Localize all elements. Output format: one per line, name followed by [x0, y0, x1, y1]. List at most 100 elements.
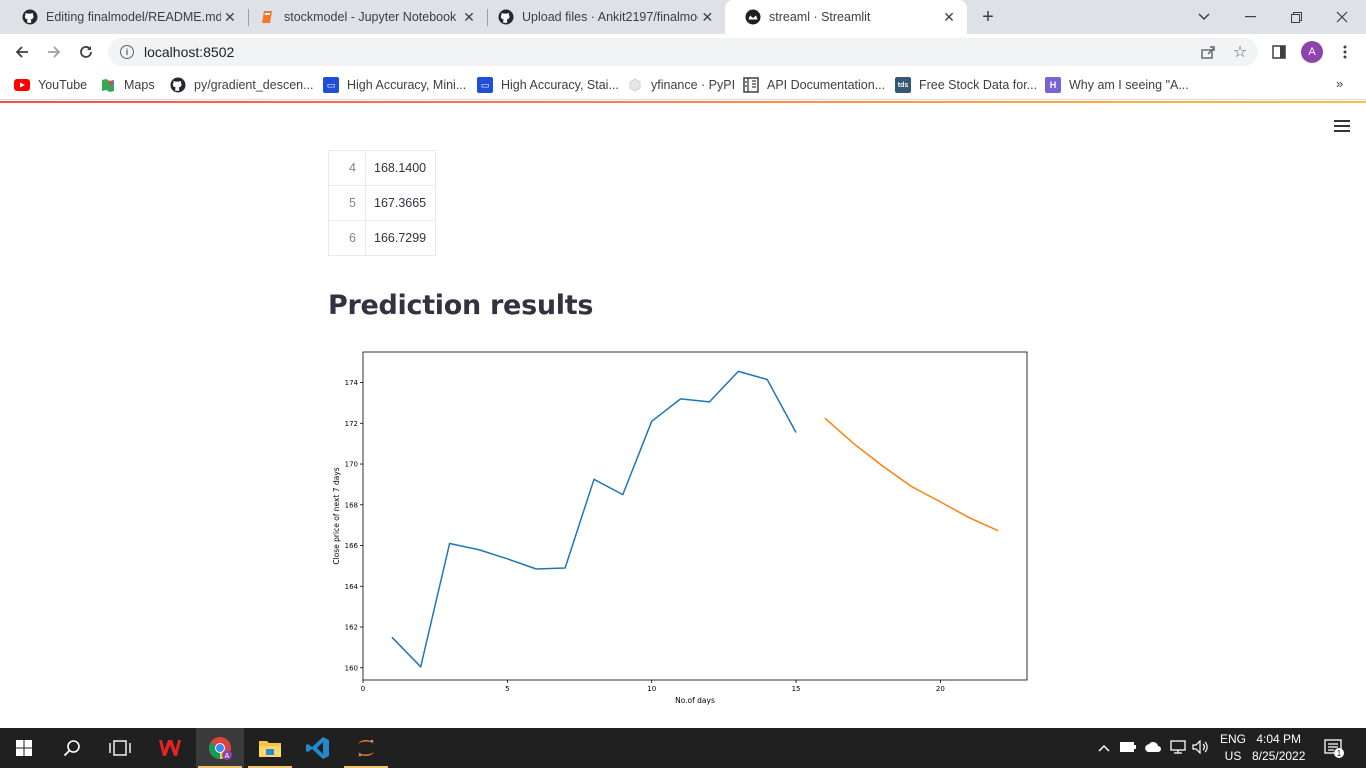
tab-separator [248, 9, 249, 26]
tds-icon: tds [895, 77, 911, 93]
task-view-icon[interactable] [96, 728, 144, 768]
bookmark-high-accuracy-2[interactable]: ▭ High Accuracy, Stai... [477, 76, 619, 94]
search-icon[interactable] [48, 728, 96, 768]
tab-streamlit[interactable]: streaml · Streamlit ✕ [725, 0, 967, 34]
tab-search-button[interactable] [1181, 0, 1227, 34]
series-line [824, 417, 999, 532]
share-icon[interactable] [1194, 38, 1222, 66]
svg-text:A: A [225, 753, 230, 760]
forward-arrow-icon[interactable] [40, 38, 68, 66]
bookmark-high-accuracy-1[interactable]: ▭ High Accuracy, Mini... [323, 76, 466, 94]
jupyter-icon[interactable] [342, 728, 390, 768]
close-icon[interactable]: ✕ [943, 8, 955, 25]
github-icon [498, 9, 514, 25]
address-bar[interactable]: i localhost:8502 [108, 38, 1258, 66]
bookmark-label: py/gradient_descen... [194, 78, 314, 92]
y-tick-label: 164 [345, 583, 359, 591]
notification-center-icon[interactable]: 1 [1318, 728, 1350, 768]
bookmark-yfinance[interactable]: yfinance · PyPI [627, 76, 735, 94]
bookmark-label: Why am I seeing "A... [1069, 78, 1189, 92]
lang-code: ENG [1220, 732, 1247, 746]
bookmark-youtube[interactable]: YouTube [14, 76, 87, 94]
y-axis-label: Close price of next 7 days [332, 467, 341, 564]
site-info-icon[interactable]: i [120, 45, 134, 59]
back-arrow-icon[interactable] [8, 38, 36, 66]
system-tray [1098, 728, 1210, 768]
y-tick-label: 168 [345, 501, 358, 509]
streamlit-icon [745, 9, 761, 25]
y-tick-label: 174 [345, 379, 359, 387]
main-menu-icon[interactable] [1334, 120, 1350, 134]
file-explorer-icon[interactable] [246, 728, 294, 768]
bookmark-maps[interactable]: Maps [100, 76, 155, 94]
tab-github-upload[interactable]: Upload files · Ankit2197/finalmod ✕ [478, 0, 725, 34]
minimize-button[interactable] [1227, 0, 1273, 34]
chrome-icon[interactable]: A [196, 728, 244, 768]
jupyter-icon [260, 9, 276, 25]
x-tick-label: 10 [647, 685, 656, 693]
maps-icon [100, 77, 116, 93]
time-text: 4:04 PM [1256, 732, 1302, 746]
bookmark-label: Free Stock Data for... [919, 78, 1038, 92]
bookmark-gradient-descent[interactable]: py/gradient_descen... [170, 76, 314, 94]
bookmark-api-docs[interactable]: API Documentation... [743, 76, 885, 94]
bookmark-label: Maps [124, 78, 155, 92]
y-tick-label: 166 [345, 542, 359, 550]
input-language[interactable]: ENG US [1220, 731, 1246, 765]
side-panel-icon[interactable] [1265, 38, 1293, 66]
prediction-dataframe: 4 168.1400 5 167.3665 6 166.7299 [328, 150, 436, 256]
chrome-menu-icon[interactable] [1331, 38, 1359, 66]
tab-github-readme[interactable]: Editing finalmodel/README.md at ✕ [2, 0, 247, 34]
tab-title: streaml · Streamlit [769, 10, 871, 24]
bookmark-label: yfinance · PyPI [651, 78, 736, 92]
browser-toolbar: i localhost:8502 ☆ [0, 34, 1366, 70]
close-icon[interactable]: ✕ [463, 8, 475, 25]
bookmark-star-icon[interactable]: ☆ [1232, 44, 1248, 61]
row-index: 6 [328, 220, 366, 256]
battery-icon[interactable] [1120, 741, 1136, 755]
y-tick-label: 170 [345, 461, 358, 469]
bookmark-free-stock-data[interactable]: tds Free Stock Data for... [895, 76, 1037, 94]
windows-start-icon[interactable] [0, 728, 48, 768]
github-icon [22, 9, 38, 25]
y-tick-label: 172 [345, 420, 358, 428]
volume-icon[interactable] [1192, 739, 1210, 757]
pypi-icon [627, 77, 643, 93]
plot-frame [362, 351, 1028, 681]
close-icon[interactable]: ✕ [701, 8, 714, 25]
bookmark-why-seeing[interactable]: H Why am I seeing "A... [1045, 76, 1189, 94]
wps-office-icon[interactable] [146, 728, 194, 768]
x-tick-label: 15 [792, 685, 801, 693]
tab-jupyter[interactable]: stockmodel - Jupyter Notebook ✕ [240, 0, 487, 34]
reload-icon[interactable] [72, 38, 100, 66]
bookmark-label: YouTube [38, 78, 88, 92]
x-tick-label: 20 [936, 685, 945, 693]
more-bookmarks-button[interactable]: » [1336, 76, 1344, 91]
x-axis-label: No.of days [675, 696, 715, 705]
onedrive-icon[interactable] [1144, 741, 1162, 755]
new-tab-button[interactable]: + [982, 5, 994, 28]
url-text: localhost:8502 [144, 44, 235, 60]
clock[interactable]: 4:04 PM 8/25/2022 [1252, 731, 1305, 765]
bookmark-label: High Accuracy, Stai... [501, 78, 619, 92]
bookmarks-bar: YouTube Maps py/gradient_descen... ▭ Hig… [0, 70, 1366, 100]
profile-avatar[interactable]: A [1301, 41, 1323, 63]
bookmark-site-icon: ▭ [323, 77, 339, 93]
tab-title: Editing finalmodel/README.md at [46, 10, 221, 24]
table-row: 5 167.3665 [328, 185, 436, 221]
show-hidden-icons-icon[interactable] [1098, 741, 1110, 755]
vscode-icon[interactable] [294, 728, 342, 768]
row-value: 166.7299 [365, 220, 436, 256]
restore-button[interactable] [1273, 0, 1319, 34]
row-value: 167.3665 [365, 185, 436, 221]
network-icon[interactable] [1170, 739, 1186, 757]
close-window-button[interactable] [1319, 0, 1365, 34]
active-app-indicator [344, 766, 388, 768]
bookmark-label: API Documentation... [767, 78, 886, 92]
bookmark-label: High Accuracy, Mini... [347, 78, 467, 92]
youtube-icon [14, 77, 30, 93]
series-line [391, 370, 797, 668]
tab-title: Upload files · Ankit2197/finalmod [522, 10, 698, 24]
close-icon[interactable]: ✕ [223, 8, 236, 25]
notification-count: 1 [1337, 749, 1342, 758]
